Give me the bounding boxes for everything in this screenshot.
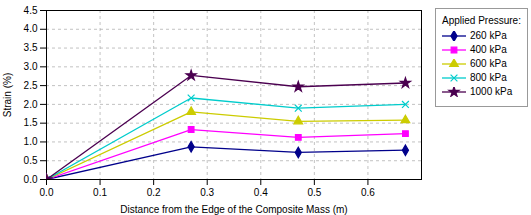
svg-text:Strain (%): Strain (%): [2, 73, 13, 117]
html-text:400 kPa: 400 kPa: [470, 44, 507, 55]
svg-text:0.5: 0.5: [307, 187, 321, 198]
svg-text:3.5: 3.5: [24, 42, 38, 53]
svg-text:0.0: 0.0: [24, 174, 38, 185]
html-text:Applied Pressure:: Applied Pressure:: [442, 15, 521, 26]
svg-text:0.5: 0.5: [24, 155, 38, 166]
svg-text:1.0: 1.0: [24, 136, 38, 147]
html-text:260 kPa: 260 kPa: [470, 30, 507, 41]
html-text:1000 kPa: 1000 kPa: [470, 86, 513, 97]
svg-text:2.5: 2.5: [24, 80, 38, 91]
svg-text:Distance from the Edge of the: Distance from the Edge of the Composite …: [120, 204, 347, 215]
svg-text:0.2: 0.2: [147, 187, 161, 198]
svg-text:0.1: 0.1: [93, 187, 107, 198]
html-text:600 kPa: 600 kPa: [470, 58, 507, 69]
svg-text:2.0: 2.0: [24, 99, 38, 110]
svg-text:0.4: 0.4: [254, 187, 268, 198]
svg-text:4.5: 4.5: [24, 5, 38, 16]
html-text:800 kPa: 800 kPa: [470, 72, 507, 83]
svg-text:4.0: 4.0: [24, 23, 38, 34]
svg-text:1.5: 1.5: [24, 117, 38, 128]
svg-text:0.6: 0.6: [361, 187, 375, 198]
svg-text:3.0: 3.0: [24, 61, 38, 72]
svg-text:0.0: 0.0: [40, 187, 54, 198]
svg-text:0.3: 0.3: [200, 187, 214, 198]
